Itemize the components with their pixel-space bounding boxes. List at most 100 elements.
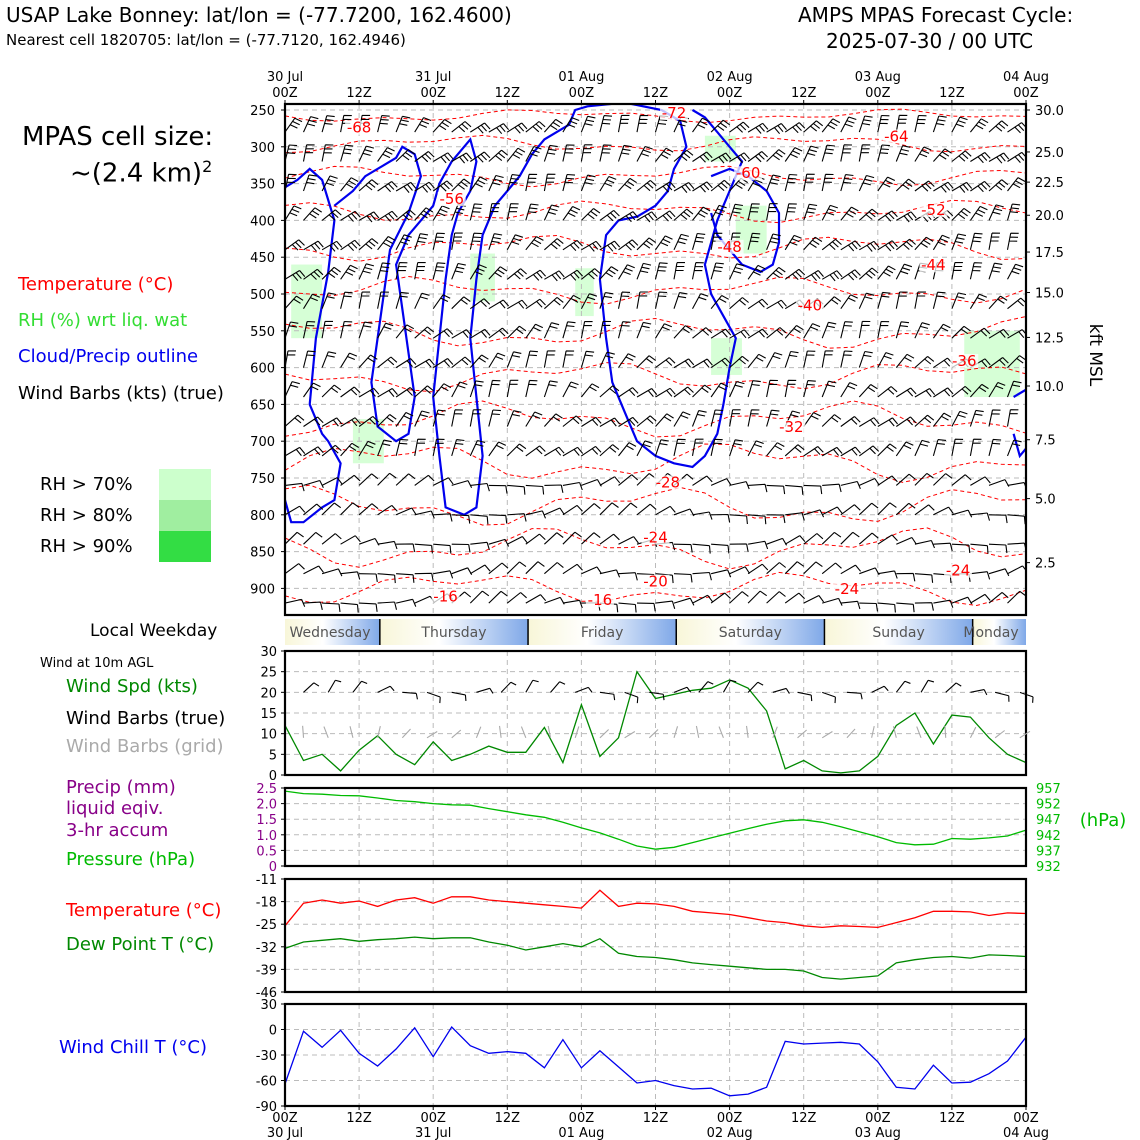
surface-wind-barb-grid xyxy=(673,726,679,738)
isotherm-contour xyxy=(285,199,1026,224)
surface-wind-barb-true xyxy=(722,679,737,693)
wind-barb xyxy=(710,204,727,221)
wind-barb xyxy=(1007,122,1026,134)
value-tick-label: 20 xyxy=(260,686,277,701)
wind-barb xyxy=(358,321,373,339)
wind-barb xyxy=(803,203,818,221)
wind-barb xyxy=(377,573,396,584)
wind-barb xyxy=(618,474,639,486)
wind-barb xyxy=(432,438,445,457)
surface-wind-barb-grid xyxy=(599,729,610,739)
temperature-label-bg xyxy=(660,105,689,120)
surface-wind-barb-true xyxy=(871,685,889,693)
height-tick-label: 22.5 xyxy=(1035,176,1064,191)
wind-barb xyxy=(970,571,991,580)
wind-barb xyxy=(969,262,983,280)
wind-barb xyxy=(877,417,899,427)
wind-barb xyxy=(1025,131,1026,133)
wind-speed-line xyxy=(284,670,1027,774)
surface-wind-barb-true xyxy=(377,685,395,693)
rh-region xyxy=(711,338,742,375)
wind-barb xyxy=(358,537,380,546)
wind-barb xyxy=(506,234,524,251)
top-time-label: 12Z xyxy=(939,86,965,101)
wind-barb xyxy=(432,328,454,339)
wind-barb xyxy=(988,568,1010,577)
wind-barb xyxy=(970,512,991,521)
wind-barb xyxy=(377,472,397,486)
wind-barb xyxy=(432,358,454,369)
wind-barb xyxy=(895,114,908,133)
wind-barb xyxy=(803,236,823,251)
surface-wind-barb-true xyxy=(698,681,714,693)
wind-barb xyxy=(636,440,653,457)
wind-barb xyxy=(544,270,565,282)
wind-barb xyxy=(488,299,510,310)
wind-barb xyxy=(303,416,324,427)
wind-barb xyxy=(969,118,989,133)
wind-barb xyxy=(321,384,342,398)
wind-barb xyxy=(729,177,748,192)
wind-barb xyxy=(710,409,724,427)
wind-barb xyxy=(432,294,451,310)
wind-barb xyxy=(562,239,583,251)
height-tick-label: 17.5 xyxy=(1035,246,1064,261)
top-time-label: 00Z xyxy=(420,86,446,101)
top-time-label: 00Z xyxy=(865,86,891,101)
value-tick-label: 30 xyxy=(260,645,277,660)
wind-barb xyxy=(618,536,639,545)
wind-barb xyxy=(303,601,323,611)
wind-barb xyxy=(766,123,787,135)
wind-barb xyxy=(525,594,547,604)
wind-barb xyxy=(859,240,880,252)
surface-wind-barb-grid xyxy=(718,726,724,739)
wind-barb xyxy=(970,152,991,164)
wind-barb xyxy=(821,531,842,545)
weekday-segment xyxy=(824,619,973,645)
wind-barb xyxy=(914,539,936,549)
wind-barb xyxy=(840,240,861,252)
temperature-dewpoint-line xyxy=(284,889,1027,929)
wind-barb xyxy=(506,351,522,368)
wind-barb xyxy=(803,120,824,133)
wind-barb xyxy=(655,505,676,516)
wind-barb xyxy=(840,531,860,545)
wind-barb xyxy=(877,320,890,339)
wind-barb xyxy=(395,358,417,369)
wind-barb xyxy=(451,262,466,280)
wind-barb xyxy=(303,503,324,516)
wind-barb xyxy=(840,294,858,310)
temperature-contour-label: -56 xyxy=(439,190,464,208)
wind-barb xyxy=(303,531,323,545)
wind-barb xyxy=(691,410,707,427)
wind-barb xyxy=(321,351,337,368)
wind-barb xyxy=(285,531,304,545)
bottom-time-label: 00Z xyxy=(717,1111,743,1126)
wind-barb xyxy=(580,174,596,192)
wind-barb xyxy=(488,352,506,368)
wind-barb xyxy=(451,356,472,369)
wind-barb xyxy=(877,502,897,516)
wind-barb xyxy=(933,506,954,516)
wind-barb xyxy=(302,320,316,339)
wind-barb xyxy=(432,180,454,192)
wind-barb xyxy=(395,181,417,193)
rh-level-70-label: RH > 70% xyxy=(40,474,133,495)
wind-barb xyxy=(544,532,564,545)
pressure-tick-label: 600 xyxy=(250,362,275,377)
wind-barb xyxy=(803,270,824,282)
weekday-label: Monday xyxy=(963,625,1018,641)
wind-barb xyxy=(340,442,359,457)
wind-barb xyxy=(340,352,358,368)
wind-barb xyxy=(895,416,917,427)
wind-barb xyxy=(729,439,744,457)
wind-barb xyxy=(618,177,637,192)
wind-barb xyxy=(340,386,361,398)
wind-barb xyxy=(932,439,947,457)
bottom-time-label: 00Z xyxy=(569,1111,595,1126)
top-time-label: 12Z xyxy=(495,86,521,101)
wind-barb xyxy=(562,415,583,427)
wind-barb xyxy=(451,439,465,457)
wind-barb xyxy=(562,531,582,545)
